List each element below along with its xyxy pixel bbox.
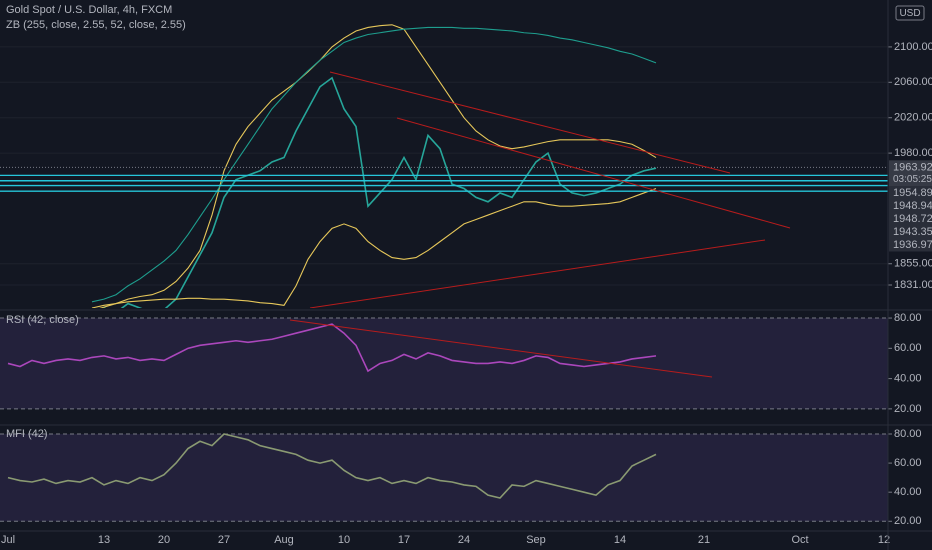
- x-tick-label: Jul: [1, 534, 15, 546]
- x-tick-label: 21: [698, 534, 710, 546]
- level-label-box: [889, 225, 932, 239]
- y-tick-label: 2100.00: [894, 41, 932, 53]
- series-line: [101, 76, 657, 308]
- y-tick-label: 2060.00: [894, 76, 932, 88]
- y-tick-label: 80.00: [894, 312, 922, 324]
- x-tick-label: Aug: [274, 534, 294, 546]
- level-label-box: [889, 238, 932, 252]
- x-tick-label: Oct: [791, 534, 808, 546]
- y-tick-label: 60.00: [894, 342, 922, 354]
- y-tick-label: 40.00: [894, 486, 922, 498]
- x-tick-label: 14: [614, 534, 626, 546]
- x-tick-label: 12: [878, 534, 890, 546]
- series-line: [99, 24, 657, 308]
- bar-countdown: 03:05:25: [893, 174, 932, 185]
- indicator-band: [0, 318, 888, 409]
- series-line: [91, 26, 657, 303]
- y-tick-label: 20.00: [894, 515, 922, 527]
- x-tick-label: 17: [398, 534, 410, 546]
- rsi-title: RSI (42, close): [6, 314, 79, 326]
- x-tick-label: 27: [218, 534, 230, 546]
- y-tick-label: 1980.00: [894, 147, 932, 159]
- last-price-label: 1963.92: [893, 161, 932, 173]
- level-label: 1943.35: [893, 226, 932, 238]
- trendline: [289, 319, 713, 378]
- level-label-box: [889, 199, 932, 213]
- x-tick-label: 24: [458, 534, 470, 546]
- level-label: 1954.89: [893, 187, 932, 199]
- currency[interactable]: USD: [899, 8, 920, 19]
- indicator-title: ZB (255, close, 2.55, 52, close, 2.55): [6, 19, 186, 31]
- series-line: [91, 188, 657, 308]
- y-tick-label: 20.00: [894, 403, 922, 415]
- y-tick-label: 1855.00: [894, 258, 932, 270]
- level-label-box: [889, 212, 932, 226]
- y-tick-label: 80.00: [894, 428, 922, 440]
- y-tick-label: 1831.00: [894, 279, 932, 291]
- mfi-title: MFI (42): [6, 428, 48, 440]
- x-tick-label: 13: [98, 534, 110, 546]
- x-tick-label: 20: [158, 534, 170, 546]
- level-label: 1948.94: [893, 200, 932, 212]
- x-tick-label: Sep: [526, 534, 546, 546]
- trendline: [329, 71, 731, 174]
- y-tick-label: 2020.00: [894, 112, 932, 124]
- level-label-box: [889, 186, 932, 200]
- trendline: [396, 117, 791, 229]
- y-tick-label: 40.00: [894, 373, 922, 385]
- level-label: 1948.72: [893, 213, 932, 225]
- series-line: [7, 433, 657, 499]
- trendline: [309, 239, 766, 308]
- indicator-band: [0, 434, 888, 522]
- x-tick-label: 10: [338, 534, 350, 546]
- series-line: [7, 323, 657, 373]
- symbol-title: Gold Spot / U.S. Dollar, 4h, FXCM: [6, 4, 172, 16]
- level-label: 1936.97: [893, 239, 932, 251]
- last-price-box: [889, 160, 932, 187]
- layers: 2100.002060.002020.001980.001855.001831.…: [0, 24, 932, 546]
- y-tick-label: 60.00: [894, 457, 922, 469]
- currency-box[interactable]: [895, 5, 925, 21]
